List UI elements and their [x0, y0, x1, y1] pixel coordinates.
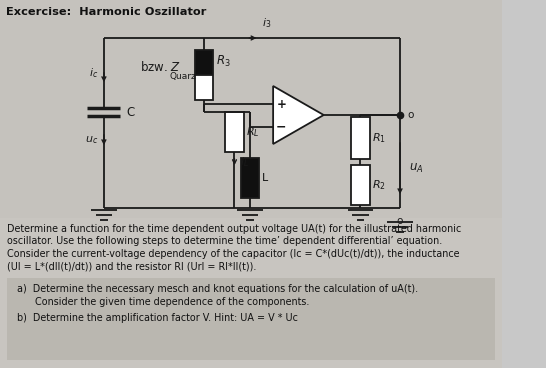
Text: Excercise:  Harmonic Oszillator: Excercise: Harmonic Oszillator [7, 7, 207, 17]
Text: C: C [126, 106, 134, 118]
Text: −: − [276, 120, 287, 134]
Text: $R_1$: $R_1$ [372, 131, 387, 145]
Bar [7, 278, 495, 360]
Bar [195, 50, 213, 75]
Text: Consider the current-voltage dependency of the capacitor (Ic = C*(dUc(t)/dt)), t: Consider the current-voltage dependency … [7, 249, 460, 259]
Text: $u_A$: $u_A$ [409, 162, 424, 174]
Bar [0, 0, 502, 218]
Bar [241, 158, 259, 198]
Text: $i_c$: $i_c$ [89, 66, 98, 80]
Text: o: o [397, 216, 403, 226]
Text: +: + [276, 98, 286, 110]
Polygon shape [273, 86, 324, 144]
Text: Determine a function for the time dependent output voltage UA(t) for the illustr: Determine a function for the time depend… [7, 224, 461, 234]
Bar [351, 117, 370, 159]
Text: bzw. $Z$: bzw. $Z$ [140, 60, 181, 74]
Text: $R_L$: $R_L$ [246, 125, 260, 139]
Text: oscillator. Use the following steps to determine the time’ dependent differentia: oscillator. Use the following steps to d… [7, 237, 443, 247]
Text: $u_c$: $u_c$ [85, 134, 98, 146]
Text: $R_3$: $R_3$ [216, 54, 231, 69]
Bar [0, 218, 502, 368]
Text: $i_L$: $i_L$ [240, 155, 249, 169]
Text: a)  Determine the necessary mesch and knot equations for the calculation of uA(t: a) Determine the necessary mesch and kno… [16, 284, 418, 294]
Bar [195, 50, 213, 100]
Text: b)  Determine the amplification factor V. Hint: UA = V * Uc: b) Determine the amplification factor V.… [16, 313, 298, 323]
Text: o: o [407, 110, 414, 120]
Bar [351, 165, 370, 205]
Bar [225, 112, 244, 152]
Bar [195, 75, 213, 100]
Text: (Ul = L*(dIl(t)/dt)) and the resistor Rl (Url = Rl*Il(t)).: (Ul = L*(dIl(t)/dt)) and the resistor Rl… [7, 262, 257, 272]
Text: $R_2$: $R_2$ [372, 178, 387, 192]
Text: $i_3$: $i_3$ [262, 16, 271, 30]
Text: Quarz: Quarz [169, 72, 196, 81]
Text: Consider the given time dependence of the components.: Consider the given time dependence of th… [16, 297, 309, 307]
Text: L: L [262, 173, 268, 183]
